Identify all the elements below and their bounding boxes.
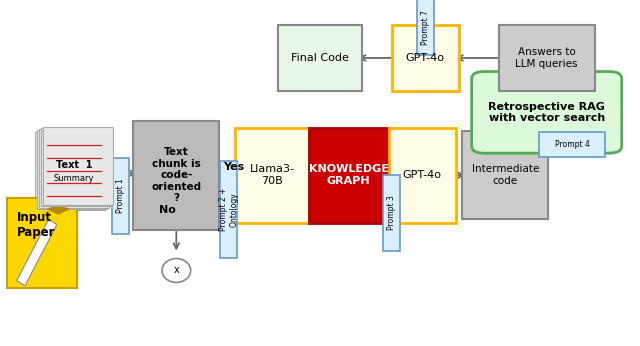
FancyBboxPatch shape <box>43 127 113 206</box>
FancyBboxPatch shape <box>417 0 434 55</box>
Text: Text  1: Text 1 <box>56 160 92 170</box>
FancyBboxPatch shape <box>499 25 595 91</box>
FancyBboxPatch shape <box>113 157 129 234</box>
FancyBboxPatch shape <box>383 175 400 251</box>
FancyBboxPatch shape <box>133 121 220 230</box>
Polygon shape <box>58 199 76 209</box>
FancyBboxPatch shape <box>539 132 605 157</box>
FancyBboxPatch shape <box>236 128 309 223</box>
Text: Answers to
LLM queries: Answers to LLM queries <box>515 47 578 69</box>
FancyBboxPatch shape <box>392 25 459 91</box>
Text: Prompt 3: Prompt 3 <box>387 195 396 230</box>
FancyBboxPatch shape <box>35 131 105 210</box>
Text: No: No <box>159 205 176 215</box>
Text: GPT-4o: GPT-4o <box>406 53 445 63</box>
Text: Text
chunk is
code-
oriented
?: Text chunk is code- oriented ? <box>151 147 202 203</box>
FancyBboxPatch shape <box>220 161 237 257</box>
Text: Prompt 2 +
Ontology: Prompt 2 + Ontology <box>219 188 238 231</box>
Text: Prompt 1: Prompt 1 <box>116 178 125 213</box>
FancyBboxPatch shape <box>462 131 548 219</box>
Text: Prompt 4: Prompt 4 <box>555 140 589 149</box>
FancyBboxPatch shape <box>41 128 111 207</box>
Text: Prompt 7: Prompt 7 <box>421 10 430 45</box>
Text: Intermediate
code: Intermediate code <box>472 164 539 186</box>
FancyBboxPatch shape <box>388 128 456 223</box>
FancyBboxPatch shape <box>8 198 77 288</box>
Text: Yes: Yes <box>223 162 244 172</box>
Text: x: x <box>173 265 179 275</box>
FancyBboxPatch shape <box>37 130 107 209</box>
Text: Retrospective RAG
with vector search: Retrospective RAG with vector search <box>488 101 605 123</box>
Polygon shape <box>47 204 69 215</box>
Text: Final Code: Final Code <box>291 53 349 63</box>
Text: KNOWLEDGE
GRAPH: KNOWLEDGE GRAPH <box>308 164 388 186</box>
Text: GPT-4o: GPT-4o <box>403 170 442 180</box>
FancyBboxPatch shape <box>309 128 388 223</box>
FancyBboxPatch shape <box>472 72 621 153</box>
Polygon shape <box>17 219 57 286</box>
FancyBboxPatch shape <box>278 25 362 91</box>
Text: Input
Paper: Input Paper <box>17 211 55 239</box>
Ellipse shape <box>162 258 191 282</box>
FancyBboxPatch shape <box>39 129 109 208</box>
Text: Summary: Summary <box>54 174 94 183</box>
Text: Llama3-
70B: Llama3- 70B <box>250 164 294 186</box>
